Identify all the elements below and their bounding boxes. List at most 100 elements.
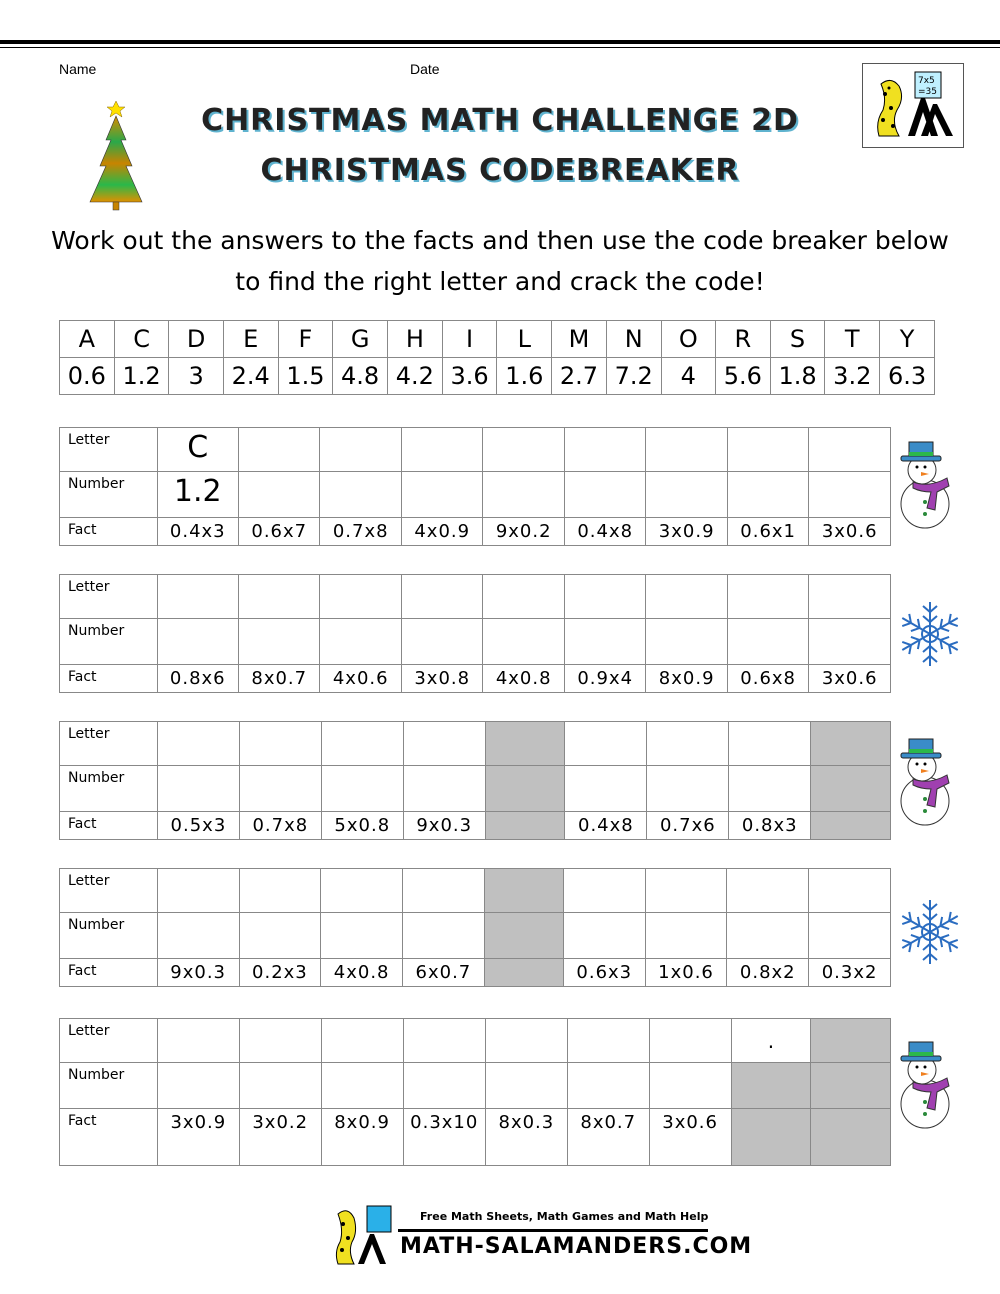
number-cell[interactable] bbox=[563, 471, 647, 518]
letter-cell[interactable] bbox=[238, 868, 322, 913]
letter-cell[interactable] bbox=[402, 868, 485, 913]
letter-cell[interactable]: . bbox=[730, 1018, 812, 1063]
letter-cell[interactable] bbox=[645, 427, 728, 472]
letter-cell[interactable] bbox=[156, 574, 240, 619]
number-cell[interactable] bbox=[808, 912, 891, 959]
number-cell[interactable] bbox=[320, 1062, 404, 1109]
code-letter: D bbox=[168, 320, 224, 358]
number-cell[interactable] bbox=[564, 765, 648, 812]
letter-cell[interactable] bbox=[566, 1018, 650, 1063]
number-cell[interactable] bbox=[400, 471, 484, 518]
letter-cell[interactable] bbox=[562, 868, 646, 913]
letter-cell[interactable] bbox=[808, 427, 891, 472]
number-cell[interactable] bbox=[238, 1062, 322, 1109]
fact-cell: 4x0.6 bbox=[319, 664, 402, 693]
number-cell[interactable] bbox=[320, 912, 404, 959]
letter-cell[interactable] bbox=[808, 574, 891, 619]
letter-cell[interactable] bbox=[726, 574, 810, 619]
number-cell[interactable] bbox=[237, 618, 321, 665]
number-cell[interactable] bbox=[726, 471, 810, 518]
letter-cell[interactable] bbox=[156, 1018, 240, 1063]
number-cell bbox=[730, 1062, 812, 1109]
number-cell[interactable] bbox=[562, 912, 646, 959]
number-cell[interactable] bbox=[402, 912, 485, 959]
number-cell[interactable] bbox=[808, 618, 891, 665]
fact-cell bbox=[483, 958, 564, 987]
code-letter: I bbox=[441, 320, 498, 358]
letter-cell[interactable] bbox=[563, 427, 647, 472]
letter-cell[interactable] bbox=[156, 868, 240, 913]
fact-cell: 1x0.6 bbox=[644, 958, 728, 987]
number-cell[interactable] bbox=[237, 471, 321, 518]
letter-cell[interactable] bbox=[402, 721, 486, 766]
number-cell[interactable]: 1.2 bbox=[156, 471, 240, 518]
number-cell[interactable] bbox=[156, 1062, 240, 1109]
number-cell[interactable] bbox=[645, 618, 728, 665]
letter-cell[interactable] bbox=[238, 1018, 322, 1063]
number-cell[interactable] bbox=[563, 618, 647, 665]
code-letter: N bbox=[605, 320, 662, 358]
letter-cell[interactable] bbox=[400, 427, 484, 472]
letter-cell[interactable] bbox=[482, 574, 565, 619]
code-letter: Y bbox=[879, 320, 935, 358]
number-cell[interactable] bbox=[566, 1062, 650, 1109]
number-cell[interactable] bbox=[482, 618, 565, 665]
number-cell[interactable] bbox=[238, 912, 322, 959]
letter-cell[interactable] bbox=[564, 721, 648, 766]
letter-cell[interactable] bbox=[726, 868, 810, 913]
letter-cell[interactable] bbox=[644, 868, 728, 913]
letter-cell[interactable] bbox=[726, 427, 810, 472]
letter-cell[interactable] bbox=[319, 574, 402, 619]
number-cell[interactable] bbox=[238, 765, 322, 812]
letter-cell[interactable] bbox=[645, 574, 728, 619]
number-cell[interactable] bbox=[320, 765, 404, 812]
number-cell[interactable] bbox=[156, 618, 240, 665]
number-cell[interactable] bbox=[319, 471, 402, 518]
letter-cell[interactable] bbox=[400, 574, 484, 619]
fact-cell: 3x0.6 bbox=[808, 664, 891, 693]
number-cell[interactable] bbox=[645, 471, 728, 518]
number-cell[interactable] bbox=[482, 471, 565, 518]
letter-cell[interactable] bbox=[646, 721, 730, 766]
number-cell[interactable] bbox=[646, 765, 730, 812]
letter-cell[interactable] bbox=[320, 721, 404, 766]
snowflake-icon bbox=[901, 900, 959, 964]
letter-cell[interactable] bbox=[402, 1018, 486, 1063]
number-cell[interactable] bbox=[644, 912, 728, 959]
footer-site-name[interactable]: MATH-SALAMANDERS.COM bbox=[400, 1234, 753, 1259]
number-cell[interactable] bbox=[484, 1062, 568, 1109]
number-cell[interactable] bbox=[319, 618, 402, 665]
fact-cell: 0.7x6 bbox=[646, 811, 730, 840]
code-number: 5.6 bbox=[714, 357, 771, 395]
number-cell[interactable] bbox=[402, 1062, 486, 1109]
letter-cell[interactable] bbox=[482, 427, 565, 472]
number-cell[interactable] bbox=[156, 912, 240, 959]
letter-cell[interactable] bbox=[237, 574, 321, 619]
number-cell[interactable] bbox=[726, 912, 810, 959]
number-cell[interactable] bbox=[726, 618, 810, 665]
letter-cell[interactable] bbox=[320, 868, 404, 913]
letter-cell[interactable] bbox=[563, 574, 647, 619]
letter-cell[interactable] bbox=[320, 1018, 404, 1063]
letter-cell[interactable] bbox=[648, 1018, 732, 1063]
letter-cell[interactable] bbox=[728, 721, 812, 766]
fact-row: Fact 9x0.3 0.2x3 4x0.8 6x0.7 0.6x3 1x0.6 0.8x2 0… bbox=[59, 958, 891, 987]
letter-cell[interactable] bbox=[484, 1018, 568, 1063]
number-cell[interactable] bbox=[400, 618, 484, 665]
number-cell[interactable] bbox=[808, 471, 891, 518]
number-cell[interactable] bbox=[156, 765, 240, 812]
letter-cell[interactable]: C bbox=[156, 427, 240, 472]
code-letter: F bbox=[277, 320, 334, 358]
letter-cell[interactable] bbox=[237, 427, 321, 472]
fact-row-label: Fact bbox=[59, 664, 158, 693]
number-cell[interactable] bbox=[728, 765, 812, 812]
letter-cell[interactable] bbox=[808, 868, 891, 913]
letter-cell[interactable] bbox=[156, 721, 240, 766]
code-letter: L bbox=[496, 320, 553, 358]
name-label: Name bbox=[59, 61, 97, 77]
letter-cell[interactable] bbox=[238, 721, 322, 766]
footer-divider bbox=[398, 1229, 708, 1232]
number-cell[interactable] bbox=[648, 1062, 732, 1109]
number-cell[interactable] bbox=[402, 765, 486, 812]
letter-cell[interactable] bbox=[319, 427, 402, 472]
